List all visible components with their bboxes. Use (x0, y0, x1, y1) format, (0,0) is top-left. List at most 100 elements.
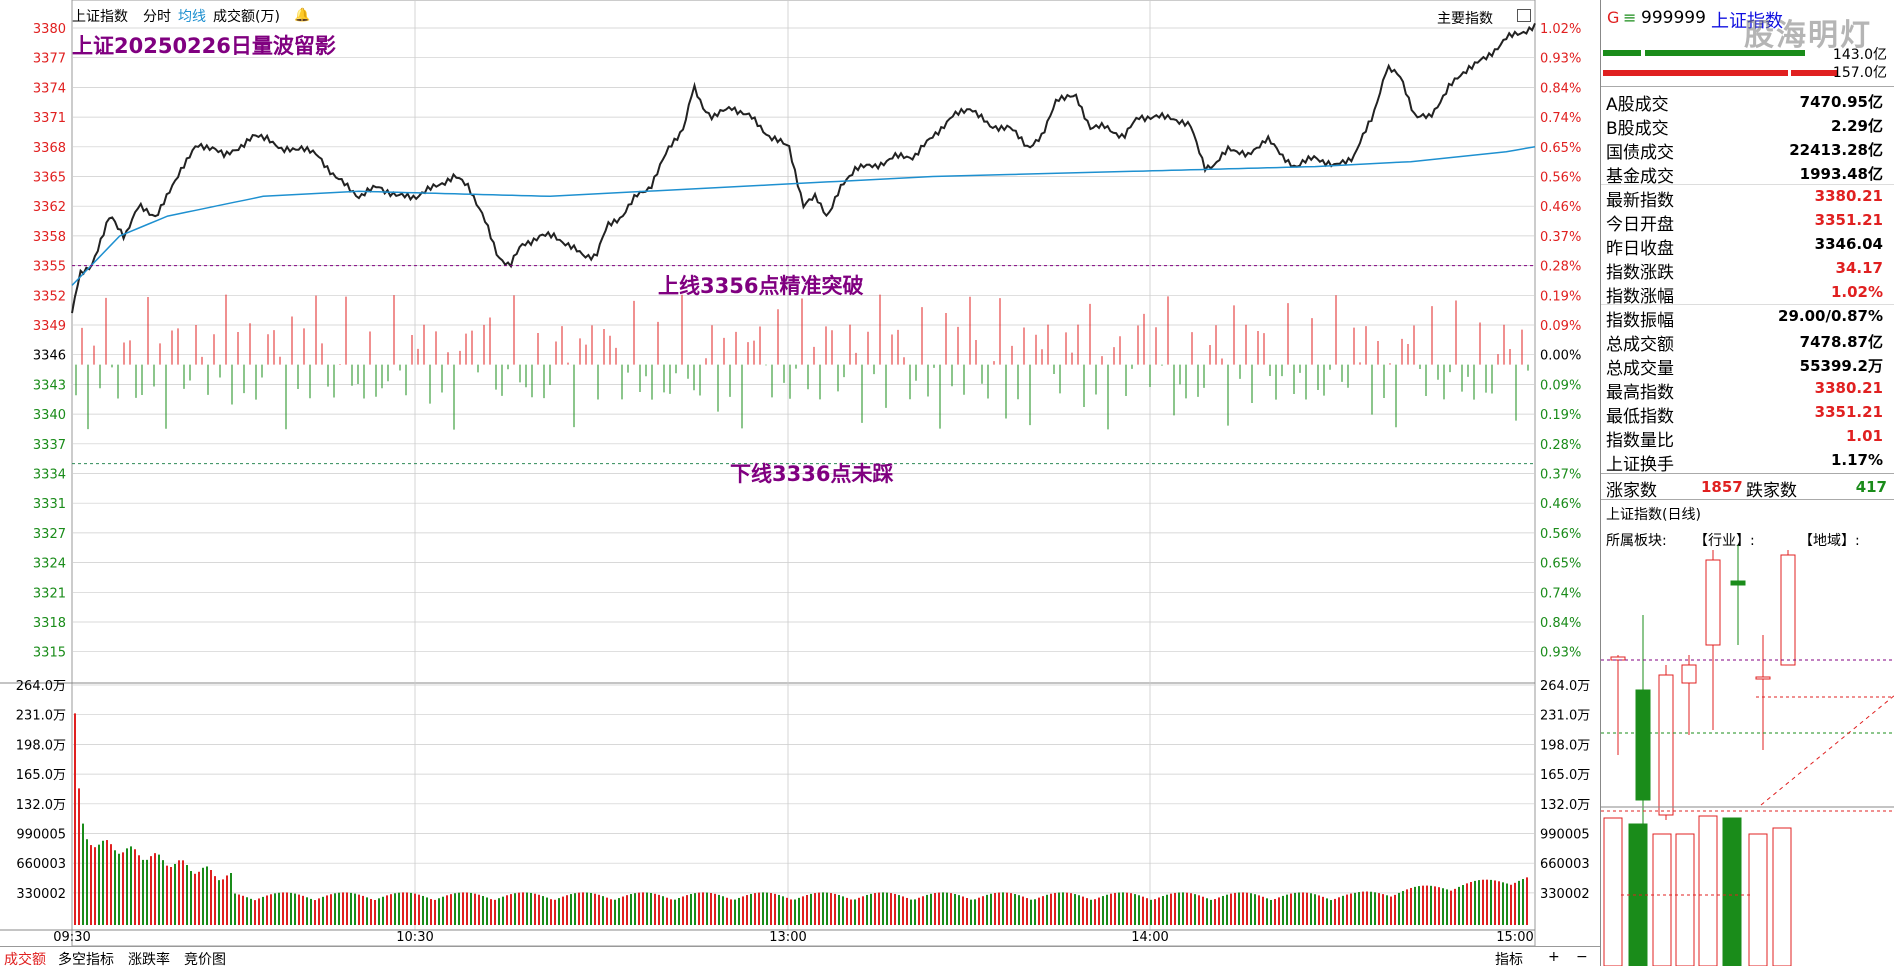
region-label[interactable]: 【地域】: (1799, 533, 1860, 549)
stat-label: 最低指数 (1606, 407, 1674, 427)
kline-volume-bar (1675, 833, 1695, 966)
stat-value: 7478.87亿 (1799, 333, 1883, 351)
stock-name[interactable]: 上证指数 (1711, 11, 1783, 32)
stock-code: 999999 (1641, 8, 1706, 28)
volume-tick-label: 165.0万 (16, 768, 66, 783)
zoom-out-button[interactable]: − (1576, 949, 1588, 965)
tab-fenshi[interactable]: 分时 (143, 9, 171, 25)
stat-row: 指数涨幅 1.02% (1601, 281, 1891, 307)
stat-label: 总成交量 (1606, 359, 1674, 379)
menu-icon[interactable]: ≡ (1623, 8, 1637, 27)
industry-label[interactable]: 【行业】: (1694, 533, 1755, 549)
window-toggle-icon[interactable] (1517, 9, 1531, 22)
divider (1601, 304, 1894, 305)
volume-tick-label: 132.0万 (1540, 798, 1590, 813)
bar-value-bottom: 157.0亿 (1832, 65, 1887, 81)
tab-avg-line[interactable]: 均线 (178, 9, 206, 25)
pct-tick-label: 0.84% (1540, 616, 1581, 631)
stat-value: 55399.2万 (1799, 357, 1883, 375)
kline-candle (1681, 664, 1697, 684)
pct-tick-label: 0.19% (1540, 289, 1581, 304)
watermark-logo: 股海明灯 (1744, 18, 1872, 53)
stat-row: 总成交量 55399.2万 (1601, 353, 1891, 379)
stat-row: 今日开盘 3351.21 (1601, 209, 1891, 235)
down-count-label: 跌家数 (1746, 481, 1797, 501)
stat-label: 指数量比 (1606, 431, 1674, 451)
stat-value: 7470.95亿 (1799, 93, 1883, 111)
tab-updown-rate[interactable]: 涨跌率 (128, 952, 170, 968)
breadth-bar-red (1603, 70, 1788, 76)
divider (1601, 86, 1894, 87)
volume-tick-label: 198.0万 (1540, 738, 1590, 753)
stat-label: 国债成交 (1606, 143, 1674, 163)
stat-label: 最高指数 (1606, 383, 1674, 403)
stat-row: 最高指数 3380.21 (1601, 377, 1891, 403)
bottom-tab-bar: 成交额 多空指标 涨跌率 竞价图 指标 + − (0, 946, 1600, 968)
kline-candle (1705, 559, 1721, 646)
stat-label: B股成交 (1606, 119, 1669, 139)
stat-row: B股成交 2.29亿 (1601, 113, 1891, 139)
stat-row: 最新指数 3380.21 (1601, 185, 1891, 211)
stat-value: 3346.04 (1814, 235, 1883, 253)
stat-value: 1.02% (1830, 283, 1883, 301)
kline-trend-line (1760, 695, 1894, 806)
kline-candle (1610, 656, 1626, 661)
stat-row: 指数涨跌 34.17 (1601, 257, 1891, 283)
indicator-button[interactable]: 指标 (1495, 952, 1523, 968)
stat-label: 总成交额 (1606, 335, 1674, 355)
price-tick-label: 3327 (33, 527, 66, 542)
price-tick-label: 3340 (33, 408, 66, 423)
stat-value: 3380.21 (1814, 379, 1883, 397)
divider (1601, 184, 1894, 185)
pct-tick-label: 0.56% (1540, 171, 1581, 186)
breadth-bar-green-1 (1603, 50, 1641, 56)
kline-volume-bar (1652, 833, 1672, 966)
price-tick-label: 3321 (33, 586, 66, 601)
price-tick-label: 3324 (33, 557, 66, 572)
kline-volume-bar (1748, 833, 1768, 966)
pct-tick-label: 0.46% (1540, 200, 1581, 215)
price-tick-label: 3337 (33, 438, 66, 453)
daily-kline-chart[interactable] (1601, 545, 1894, 966)
volume-tick-label: 231.0万 (1540, 709, 1590, 724)
pct-tick-label: 0.84% (1540, 81, 1581, 96)
tab-volume-amount[interactable]: 成交额(万) (213, 9, 280, 25)
kline-volume-bar (1603, 817, 1623, 966)
time-tick-label: 09:30 (53, 930, 90, 945)
price-tick-label: 3349 (33, 319, 66, 334)
price-tick-label: 3352 (33, 289, 66, 304)
up-count-label: 涨家数 (1606, 481, 1657, 501)
up-count-value: 1857 (1701, 478, 1743, 496)
price-tick-label: 3331 (33, 497, 66, 512)
tab-longshort[interactable]: 多空指标 (58, 952, 114, 968)
stat-value: 22413.28亿 (1789, 141, 1883, 159)
bell-icon[interactable]: 🔔 (294, 8, 311, 23)
volume-tick-label: 330002 (16, 887, 66, 902)
average-line (71, 146, 1536, 286)
pct-tick-label: 0.28% (1540, 260, 1581, 275)
zoom-in-button[interactable]: + (1548, 949, 1560, 965)
tab-auction[interactable]: 竞价图 (184, 952, 226, 968)
stat-label: 指数涨幅 (1606, 287, 1674, 307)
stat-label: 最新指数 (1606, 191, 1674, 211)
time-tick-label: 10:30 (396, 930, 433, 945)
lower-line-annotation: 下线3336点未踩 (730, 462, 894, 486)
volume-tick-label: 198.0万 (16, 738, 66, 753)
stat-value: 1.01 (1845, 427, 1883, 445)
daily-chart-title: 上证指数(日线) (1606, 507, 1701, 523)
tab-volume[interactable]: 成交额 (4, 952, 46, 968)
price-tick-label: 3365 (33, 171, 66, 186)
stat-row: 国债成交 22413.28亿 (1601, 137, 1891, 163)
price-tick-label: 3355 (33, 260, 66, 275)
pct-tick-label: 0.37% (1540, 230, 1581, 245)
main-indicator-button[interactable]: 主要指数 (1437, 11, 1493, 27)
stat-label: 上证换手 (1606, 455, 1674, 475)
stat-row: 指数量比 1.01 (1601, 425, 1891, 451)
breadth-bar-green-2 (1645, 50, 1805, 56)
stat-row: 总成交额 7478.87亿 (1601, 329, 1891, 355)
stat-value: 1993.48亿 (1799, 165, 1883, 183)
pct-tick-label: 0.65% (1540, 141, 1581, 156)
pct-tick-label: 0.37% (1540, 468, 1581, 483)
kline-candle (1755, 676, 1771, 680)
